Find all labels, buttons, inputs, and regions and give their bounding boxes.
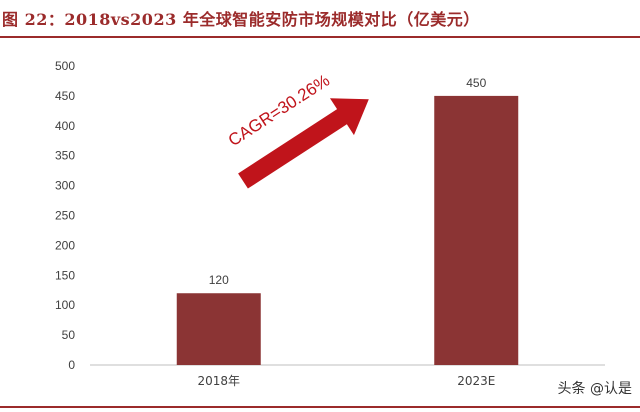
y-tick-label: 50 (62, 328, 76, 342)
cagr-arrow-shape (238, 98, 369, 189)
x-tick-label: 2018年 (197, 374, 240, 388)
y-tick-label: 400 (55, 119, 75, 133)
x-tick-label: 2023E (457, 374, 495, 388)
y-tick-label: 500 (55, 59, 75, 73)
data-label: 450 (466, 76, 486, 90)
y-tick-label: 450 (55, 89, 75, 103)
data-label: 120 (209, 273, 229, 287)
cagr-arrow-icon (238, 98, 369, 189)
figure-title: 图 22：2018vs2023 年全球智能安防市场规模对比（亿美元） (2, 10, 480, 29)
title-underline (0, 36, 640, 38)
y-tick-label: 250 (55, 209, 75, 223)
y-tick-label: 100 (55, 298, 75, 312)
y-tick-label: 200 (55, 238, 75, 252)
bar-0 (176, 293, 261, 365)
y-tick-label: 300 (55, 179, 75, 193)
bottom-rule (0, 406, 640, 408)
bar-1 (434, 95, 519, 366)
bar-chart: 0 50 100 150 200 250 300 350 400 450 500 120 2018年 45… (55, 59, 605, 388)
y-tick-label: 0 (68, 358, 75, 372)
y-tick-label: 350 (55, 149, 75, 163)
watermark-text: 头条 @认是 (557, 381, 632, 397)
y-tick-label: 150 (55, 268, 75, 282)
